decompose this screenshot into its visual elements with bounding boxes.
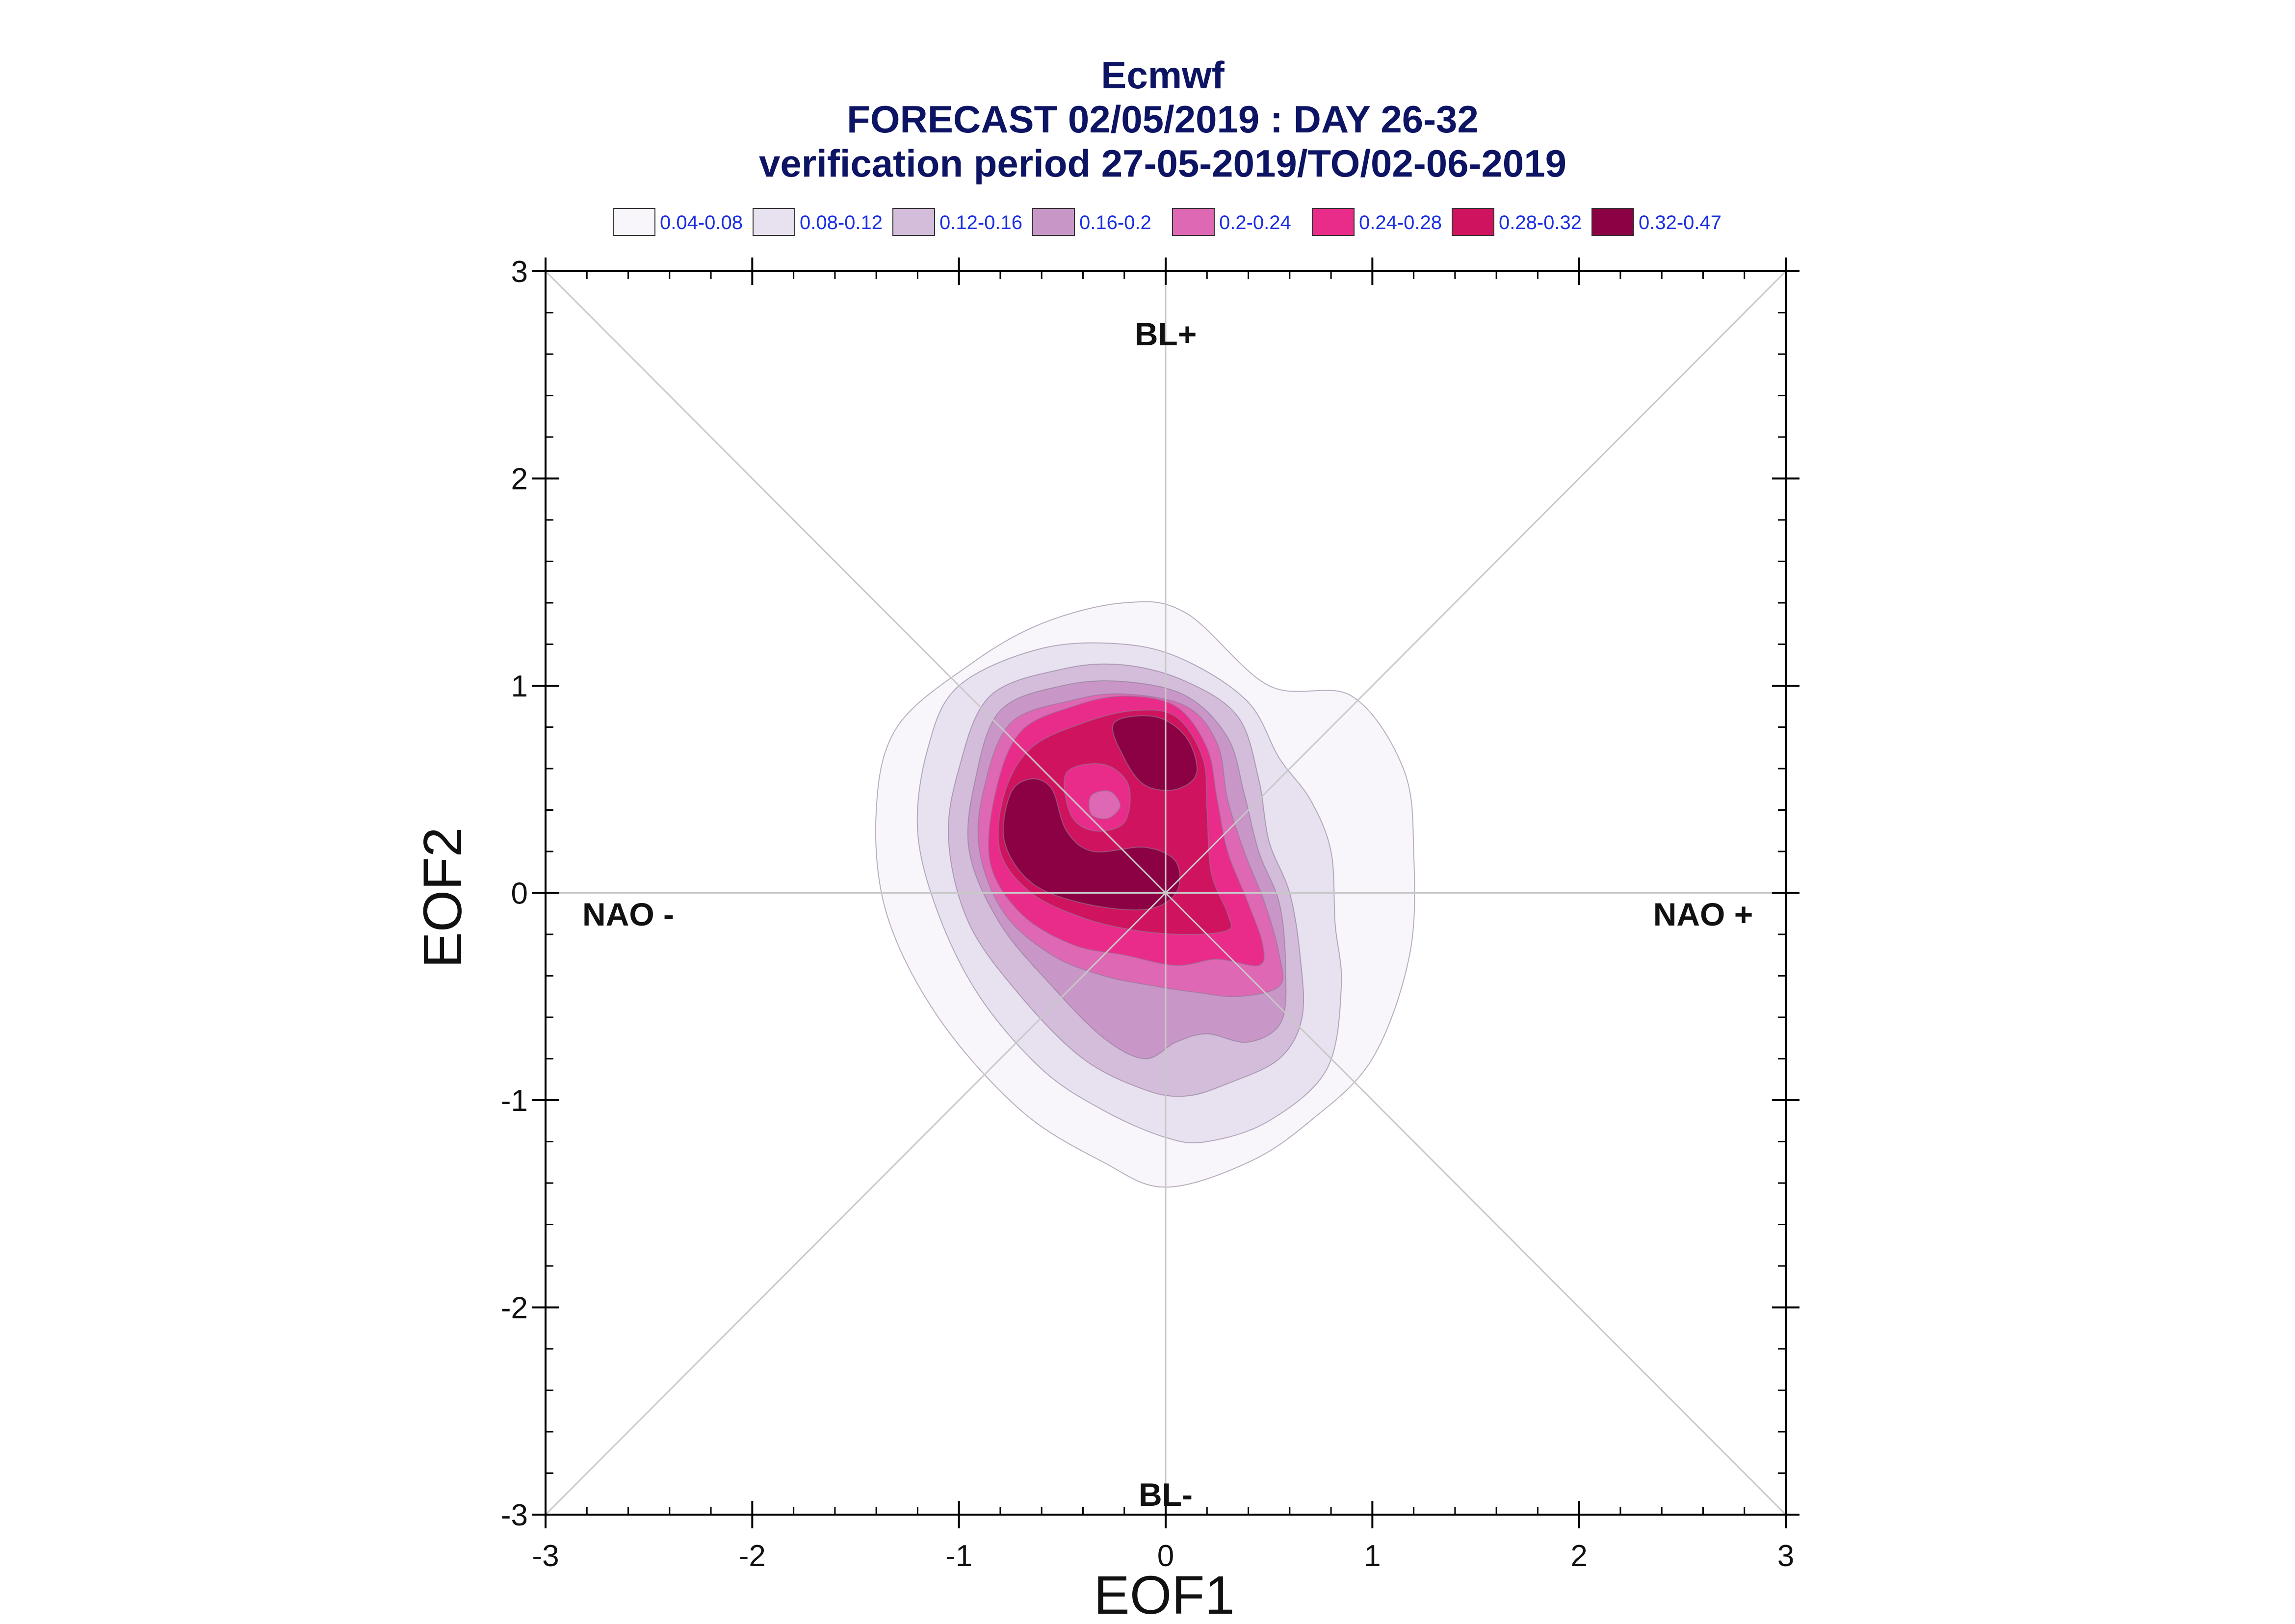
x-tick-label: 2 (1570, 1539, 1587, 1573)
legend-swatch (1312, 208, 1355, 236)
y-tick-label: 2 (511, 463, 528, 496)
legend-label: 0.16-0.2 (1079, 212, 1151, 233)
x-tick-label: 3 (1777, 1539, 1794, 1573)
x-tick-label: 1 (1364, 1539, 1381, 1573)
y-tick-label: 3 (511, 255, 528, 289)
legend-label: 0.32-0.47 (1639, 212, 1721, 233)
chart-title: Ecmwf (1101, 53, 1225, 97)
legend-swatch (1591, 208, 1634, 236)
legend-swatch (753, 208, 795, 236)
x-tick-label: -3 (532, 1539, 559, 1573)
contour-level-7 (1112, 715, 1198, 791)
chart-subtitle-verification: verification period 27-05-2019/TO/02-06-… (759, 142, 1566, 185)
regime-label: BL+ (1135, 316, 1197, 352)
contour-level-7 (1003, 778, 1180, 911)
y-tick-label: -2 (501, 1291, 528, 1325)
chart-subtitle-forecast: FORECAST 02/05/2019 : DAY 26-32 (847, 98, 1479, 141)
y-tick-label: -3 (501, 1498, 528, 1532)
x-axis-title: EOF1 (1094, 1565, 1234, 1624)
legend-swatch (1172, 208, 1215, 236)
x-tick-label: -2 (739, 1539, 766, 1573)
regime-label: BL- (1139, 1476, 1193, 1513)
legend-label: 0.24-0.28 (1359, 212, 1442, 233)
legend-label: 0.28-0.32 (1499, 212, 1582, 233)
regime-label: NAO - (582, 896, 674, 932)
legend-label: 0.2-0.24 (1219, 212, 1291, 233)
legend-swatch (613, 208, 655, 236)
legend: 0.04-0.08 0.08-0.12 0.12-0.16 0.16-0.2 0.2-0… (613, 208, 1721, 236)
x-tick-label: -1 (945, 1539, 972, 1573)
legend-swatch (1452, 208, 1494, 236)
y-axis-title: EOF2 (413, 827, 473, 968)
regime-annotations: BL+ BL- NAO - NAO + (582, 316, 1753, 1513)
axis-ticks: -3 -2 -1 0 1 2 3 -3 -2 -1 0 1 2 3 (501, 255, 1799, 1573)
regime-label: NAO + (1653, 896, 1753, 932)
contour-level-4 (1088, 790, 1121, 820)
y-tick-label: 0 (511, 877, 528, 911)
legend-swatch (1032, 208, 1075, 236)
guide-lines (545, 270, 1787, 1516)
x-tick-label: 0 (1157, 1539, 1174, 1573)
legend-label: 0.08-0.12 (800, 212, 883, 233)
plot-area: -3 -2 -1 0 1 2 3 -3 -2 -1 0 1 2 3 BL+ BL- NAO - NAO + (501, 255, 1799, 1573)
y-tick-label: -1 (501, 1084, 528, 1118)
y-tick-label: 1 (511, 670, 528, 703)
legend-label: 0.12-0.16 (939, 212, 1022, 233)
legend-label: 0.04-0.08 (660, 212, 743, 233)
legend-swatch (892, 208, 935, 236)
